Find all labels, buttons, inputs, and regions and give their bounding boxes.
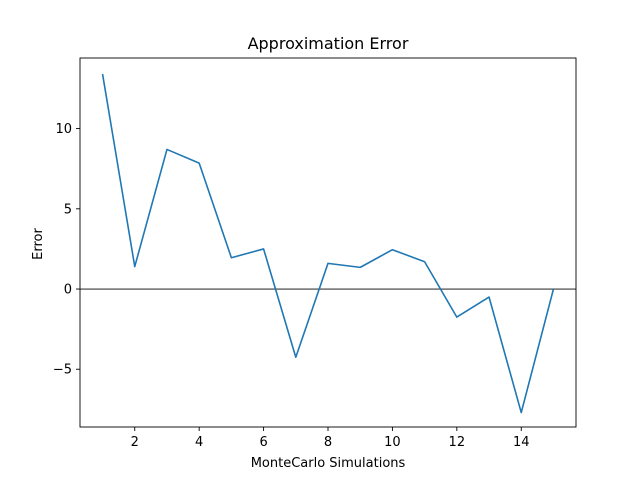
y-axis-label: Error [31,228,46,260]
x-tick-label: 6 [259,435,267,450]
chart-title: Approximation Error [248,34,409,53]
y-tick-label: 10 [55,122,72,137]
x-tick-label: 14 [513,435,530,450]
x-tick-label: 8 [324,435,332,450]
series-line-0 [101,73,555,414]
y-tick-label: 0 [64,283,72,298]
x-tick-label: 12 [449,435,466,450]
y-tick-label: 5 [64,202,72,217]
y-tick-label: −5 [53,363,72,378]
x-axis-label: MonteCarlo Simulations [251,456,406,471]
plot-area: 2 4 6 8 10 12 14 −5 0 5 10 [53,57,577,450]
x-tick-label: 4 [195,435,203,450]
x-tick-label: 10 [384,435,401,450]
x-tick-label: 2 [131,435,139,450]
